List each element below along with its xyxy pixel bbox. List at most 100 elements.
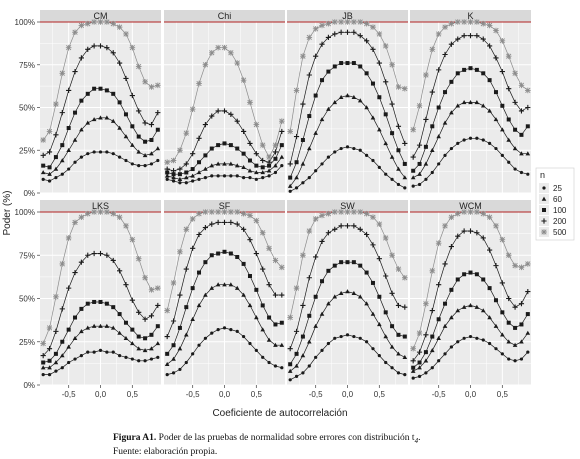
data-point-n25 [267,174,271,178]
data-point-n200 [117,268,123,274]
data-point-n25 [242,334,246,339]
data-point-n500 [525,87,531,94]
data-point-n25 [352,334,356,339]
data-point-n25 [443,153,447,157]
data-point-n100 [209,253,214,258]
data-point-n500 [344,209,351,215]
caption-text: Poder de las pruebas de normalidad sobre… [158,433,415,443]
data-point-n100 [235,254,240,259]
data-point-n60 [319,117,325,122]
facet-cm: CM 0% 25% 50% 75% 100% [15,10,161,198]
data-point-n100 [396,148,401,153]
data-point-n100 [41,163,46,168]
data-point-n100 [273,156,278,161]
data-point-n25 [371,158,375,163]
data-point-n100 [326,69,331,74]
data-point-n200 [480,235,486,241]
data-point-n25 [481,338,485,342]
data-point-n25 [519,357,524,361]
data-point-n200 [53,328,59,334]
data-point-n200 [177,166,183,172]
y-tick-label: 100% [15,208,35,217]
data-point-n200 [351,223,357,229]
y-tick-label: 25% [19,146,35,155]
data-point-n100 [149,137,154,142]
data-point-n25 [197,177,201,181]
data-point-n25 [307,176,311,180]
data-point-n200 [300,302,306,309]
data-point-n60 [402,175,408,180]
data-point-n200 [313,254,319,260]
data-point-n500 [486,214,493,220]
data-point-n200 [306,72,312,78]
data-point-n200 [104,252,110,258]
data-point-n200 [221,108,228,114]
data-point-n200 [395,302,402,309]
facet-strip [287,10,408,22]
data-point-n200 [429,89,435,95]
data-point-n25 [143,359,147,363]
data-point-n500 [53,101,59,107]
facet-jb: JB [287,10,408,194]
data-point-n200 [190,245,196,251]
data-point-n25 [165,373,169,377]
legend-marker-n500 [541,229,547,235]
data-point-n60 [85,325,91,330]
data-point-n100 [104,301,109,306]
data-point-n60 [423,161,429,166]
data-point-n60 [287,183,293,188]
data-point-n25 [488,141,492,146]
data-point-n500 [234,209,241,215]
data-point-n60 [480,308,486,313]
data-point-n200 [416,142,423,148]
data-point-n200 [46,346,53,352]
data-point-n100 [123,320,128,325]
data-point-n200 [442,261,448,267]
data-point-n60 [306,339,312,344]
data-point-n500 [155,285,161,291]
data-point-n25 [494,146,498,151]
data-point-n25 [105,150,109,154]
data-point-n500 [110,20,117,27]
data-point-n200 [253,151,259,157]
data-point-n60 [104,115,110,120]
data-point-n200 [357,33,363,39]
data-point-n200 [338,29,344,35]
data-point-n25 [430,170,434,175]
data-point-n200 [448,244,454,250]
data-point-n100 [111,305,116,310]
data-point-n100 [383,310,388,315]
data-point-n200 [142,120,148,126]
data-point-n100 [117,312,122,317]
data-point-n500 [300,252,306,259]
data-point-n25 [288,378,292,382]
data-point-n100 [519,322,524,327]
data-point-n60 [410,175,416,180]
data-point-n100 [383,112,388,117]
data-point-n200 [148,313,155,319]
data-point-n60 [72,137,78,142]
data-point-n60 [228,282,234,287]
data-point-n100 [474,272,479,277]
data-point-n25 [437,162,441,166]
data-point-n500 [78,22,85,29]
data-point-n100 [525,124,530,129]
facet-label: K [467,11,473,21]
data-point-n60 [383,141,389,146]
data-point-n500 [91,209,97,215]
data-point-n500 [325,210,332,217]
data-point-n25 [222,174,227,178]
data-point-n60 [279,342,285,347]
data-point-n60 [234,163,240,168]
data-point-n60 [313,323,318,328]
data-point-n60 [351,290,357,296]
data-point-n60 [519,151,524,156]
data-point-n200 [266,282,272,288]
data-point-n60 [364,105,369,110]
data-point-n500 [148,287,155,293]
y-tick-label: 50% [19,104,35,113]
data-point-n25 [92,150,96,154]
data-point-n60 [506,339,512,344]
data-point-n25 [526,350,530,354]
data-point-n25 [507,160,511,164]
